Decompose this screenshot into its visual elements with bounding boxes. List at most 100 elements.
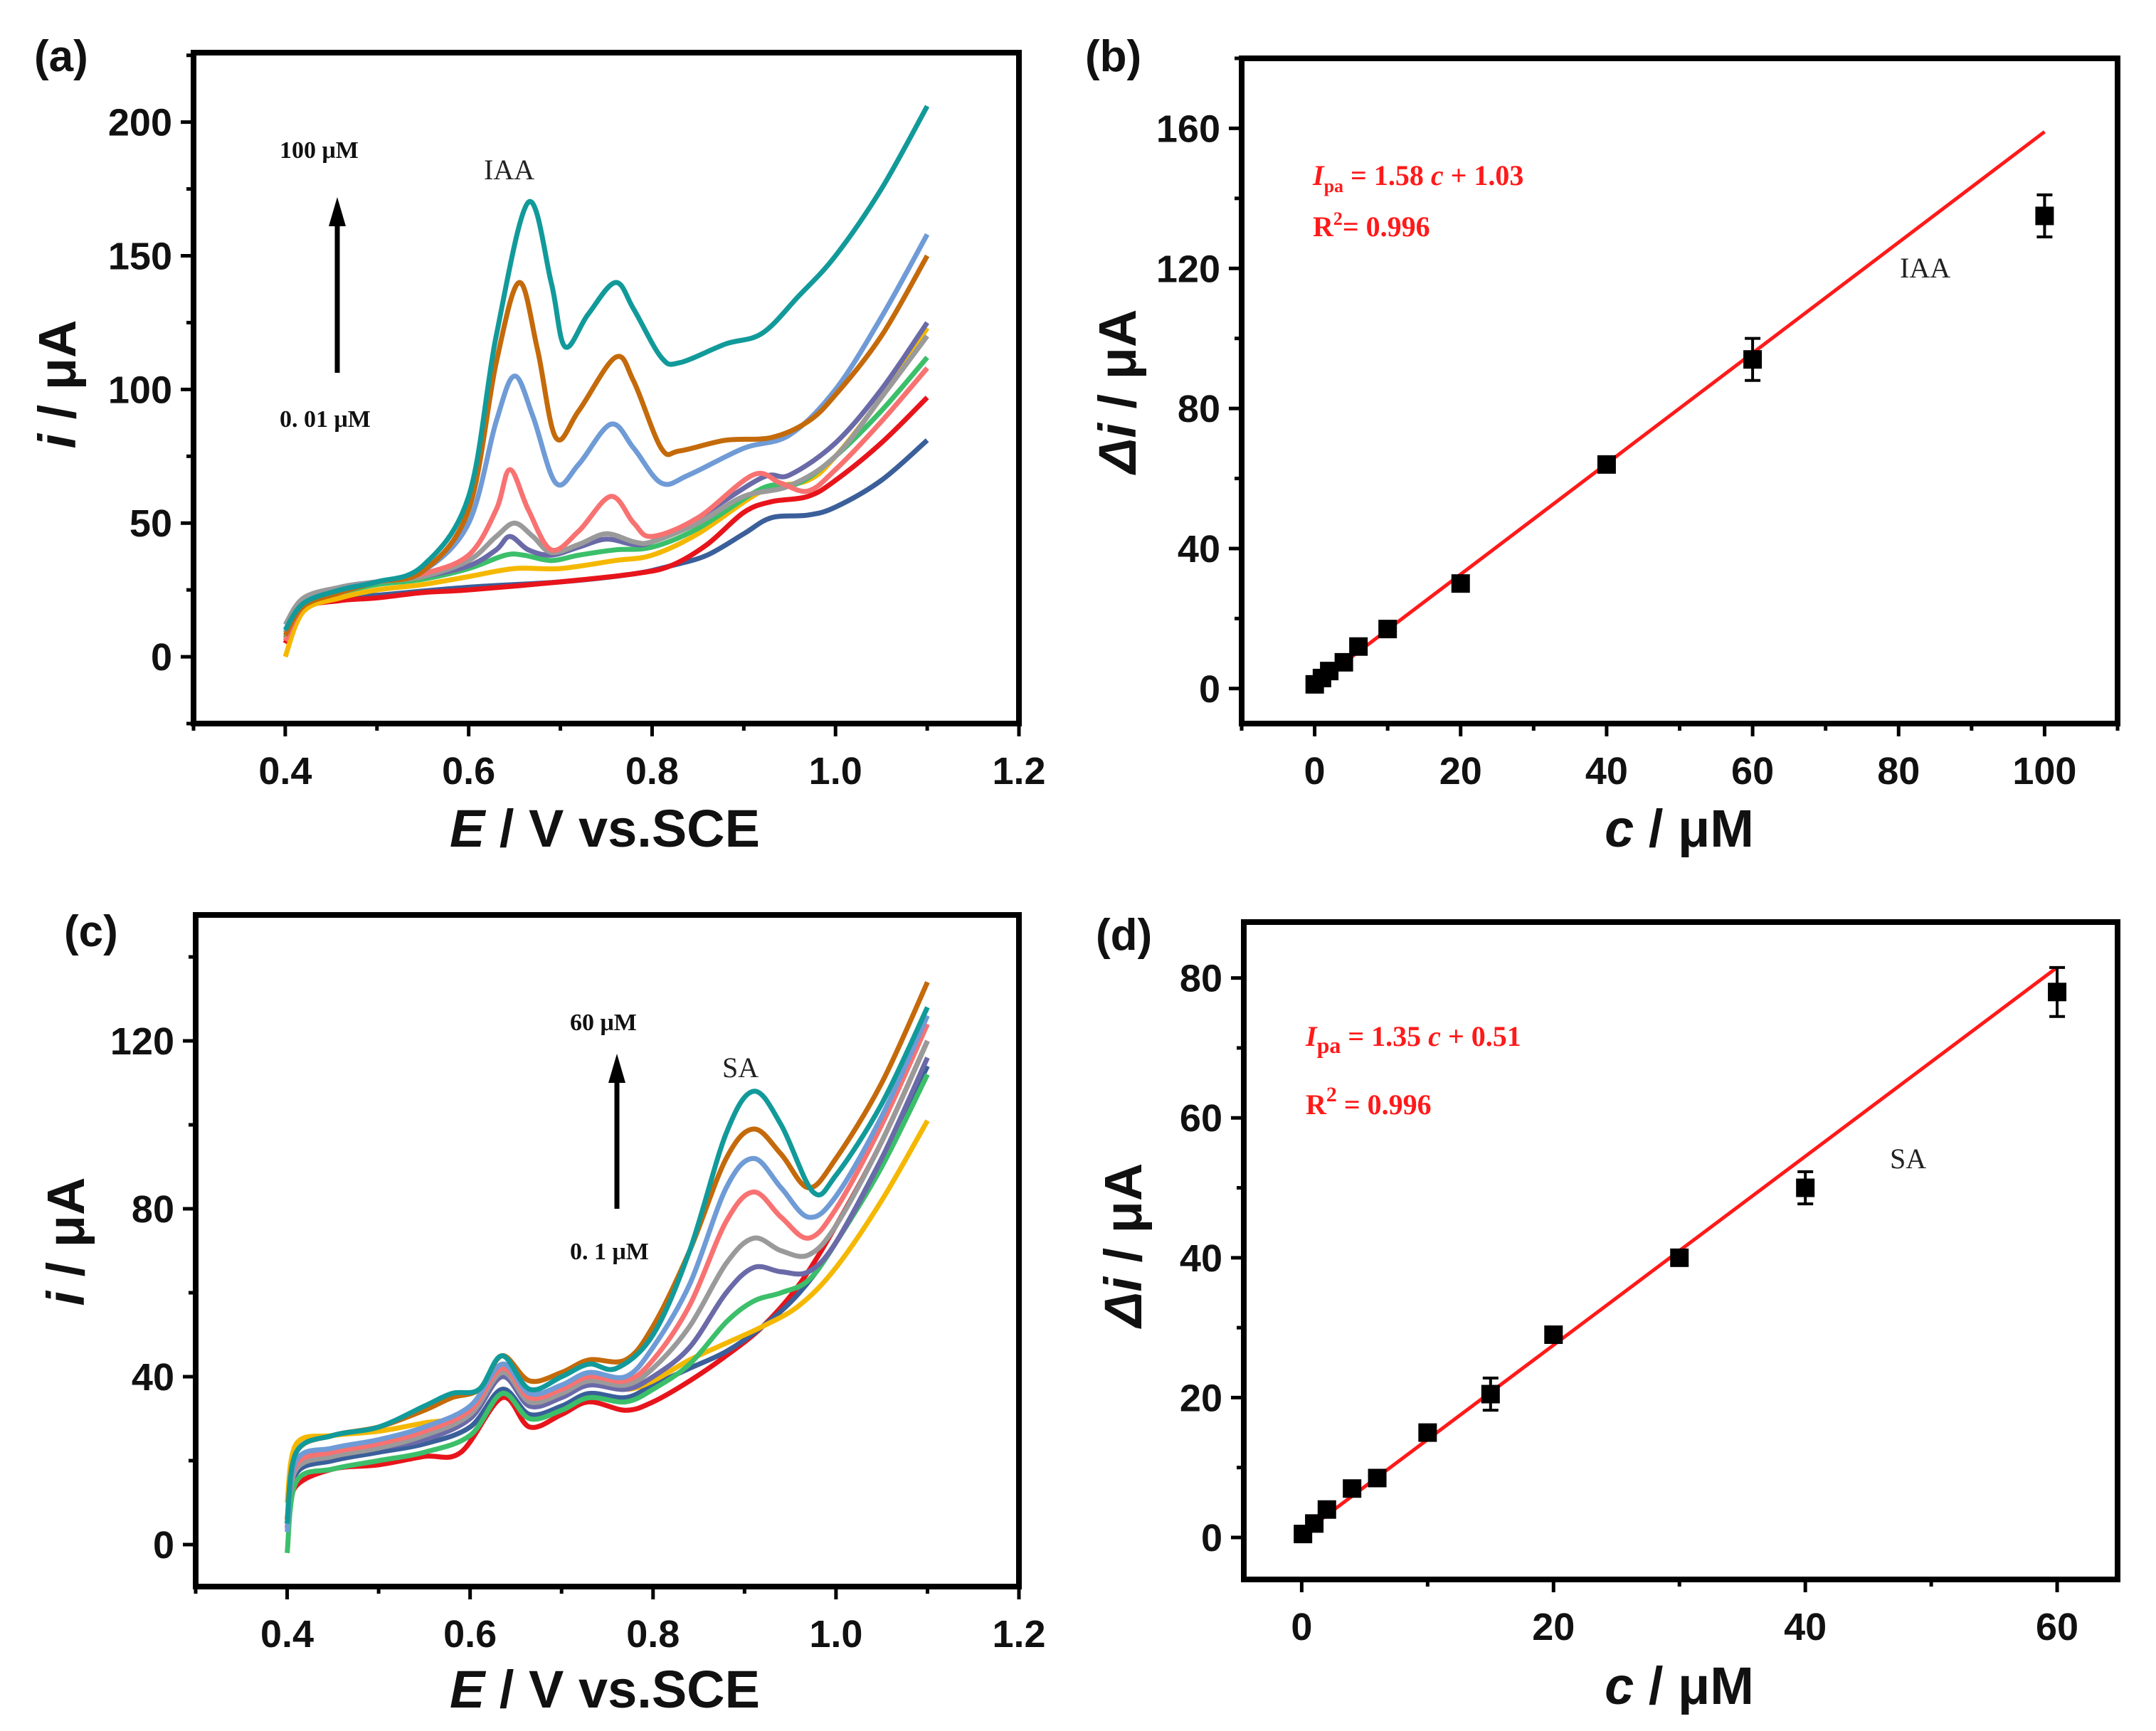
panel-c: 0.4 0.6 0.8 1.0 1.2 0 40 80 120 E / V vs.SCE i / μ… bbox=[36, 907, 1046, 1719]
plot-frame bbox=[1239, 55, 2120, 726]
data-point bbox=[1670, 1248, 1689, 1267]
x-tick-label: 0 bbox=[1304, 750, 1326, 793]
y-tick-label: 20 bbox=[1180, 1377, 1222, 1419]
panel-label: (a) bbox=[34, 32, 88, 81]
concentration-arrow bbox=[329, 197, 346, 373]
annotation-analyte: SA bbox=[722, 1052, 759, 1084]
data-point bbox=[1378, 620, 1397, 639]
y-axis-title: Δi / μA bbox=[1094, 1163, 1153, 1330]
y-tick-label: 40 bbox=[1180, 1237, 1222, 1280]
x-tick-label: 0.4 bbox=[260, 1613, 314, 1656]
cv-curve bbox=[285, 1039, 930, 1525]
annotation-low-concentration: 0. 1 μM bbox=[570, 1239, 649, 1265]
x-tick-label: 1.0 bbox=[809, 1613, 862, 1656]
y-tick-label: 0 bbox=[153, 1524, 174, 1567]
x-tick-label: 1.2 bbox=[992, 750, 1045, 793]
data-point bbox=[1349, 637, 1368, 656]
y-tick-label: 120 bbox=[1156, 248, 1220, 290]
y-tick-label: 80 bbox=[1180, 958, 1222, 1000]
x-tick-label: 60 bbox=[2036, 1606, 2078, 1648]
data-point bbox=[1334, 652, 1353, 672]
data-point bbox=[1481, 1385, 1500, 1404]
concentration-arrow bbox=[608, 1054, 625, 1209]
plot-area: 0 20 40 60 0 20 40 60 80 c / μM Δi / μA bbox=[1094, 919, 2120, 1715]
panel-label: (c) bbox=[64, 907, 118, 956]
y-tick-label: 40 bbox=[1178, 528, 1220, 571]
x-tick-label: 20 bbox=[1439, 750, 1482, 793]
plot-area: 0 20 40 60 80 100 0 40 80 120 160 c / μM Δi / μA bbox=[1088, 55, 2120, 858]
y-tick-label: 50 bbox=[130, 502, 172, 545]
cv-curve bbox=[282, 105, 930, 632]
y-tick-label: 60 bbox=[1180, 1097, 1222, 1140]
fit-equation: Ipa = 1.58 c + 1.03 bbox=[1312, 159, 1523, 196]
y-tick-label: 150 bbox=[108, 235, 172, 278]
x-axis-title: c / μM bbox=[1605, 799, 1754, 858]
cv-curve bbox=[285, 1006, 930, 1524]
x-axis-title: E / V vs.SCE bbox=[450, 799, 760, 858]
cv-curve bbox=[285, 1015, 930, 1533]
data-point bbox=[1418, 1423, 1437, 1442]
x-tick-label: 40 bbox=[1784, 1606, 1827, 1648]
data-point bbox=[1451, 574, 1470, 593]
data-point bbox=[1368, 1468, 1387, 1488]
fit-line bbox=[1314, 130, 2046, 687]
fit-equation: Ipa = 1.35 c + 0.51 bbox=[1305, 1020, 1521, 1058]
y-tick-label: 80 bbox=[132, 1188, 174, 1231]
annotation-analyte: IAA bbox=[1900, 252, 1950, 284]
annotation-high-concentration: 60 μM bbox=[570, 1010, 637, 1036]
plot-frame bbox=[1241, 919, 2120, 1582]
data-point bbox=[1796, 1178, 1815, 1197]
panel-label: (d) bbox=[1096, 911, 1152, 960]
x-tick-label: 1.2 bbox=[992, 1613, 1045, 1656]
cv-curve bbox=[285, 1073, 930, 1554]
x-tick-label: 0.8 bbox=[625, 750, 679, 793]
cv-curve bbox=[285, 1022, 930, 1528]
r-squared: R2 = 0.996 bbox=[1306, 1083, 1432, 1121]
data-point bbox=[1317, 1500, 1336, 1519]
x-axis-title: E / V vs.SCE bbox=[450, 1660, 760, 1719]
panel-a: 0.4 0.6 0.8 1.0 1.2 0 50 100 150 200 E / V vs.SCE i… bbox=[28, 32, 1046, 858]
panel-d: 0 20 40 60 0 20 40 60 80 c / μM Δi / μA (d) Ipa = … bbox=[1094, 911, 2120, 1715]
plot-frame bbox=[191, 50, 1022, 726]
annotation-analyte: IAA bbox=[484, 154, 534, 186]
y-tick-label: 200 bbox=[108, 102, 172, 144]
y-tick-label: 40 bbox=[132, 1356, 174, 1399]
data-point bbox=[1544, 1325, 1563, 1344]
x-tick-label: 100 bbox=[2012, 750, 2076, 793]
panel-label: (b) bbox=[1085, 32, 1141, 81]
annotation-high-concentration: 100 μM bbox=[280, 137, 359, 164]
data-point bbox=[2048, 983, 2067, 1002]
y-tick-label: 0 bbox=[1199, 668, 1220, 711]
x-tick-label: 0.4 bbox=[258, 750, 312, 793]
plot-area: 0.4 0.6 0.8 1.0 1.2 0 50 100 150 200 E / V vs.SCE i… bbox=[28, 50, 1046, 858]
plot-frame bbox=[193, 912, 1022, 1589]
y-tick-label: 80 bbox=[1178, 388, 1220, 430]
y-axis-title: i / μA bbox=[28, 320, 87, 449]
panel-b: 0 20 40 60 80 100 0 40 80 120 160 c / μM Δi / μA (b)… bbox=[1085, 32, 2120, 858]
cv-curve bbox=[282, 396, 929, 645]
x-tick-label: 1.0 bbox=[809, 750, 862, 793]
data-point bbox=[1597, 455, 1616, 474]
data-point bbox=[1743, 350, 1763, 369]
y-tick-label: 160 bbox=[1156, 107, 1220, 150]
y-axis-title: i / μA bbox=[36, 1177, 95, 1306]
y-tick-label: 0 bbox=[151, 636, 172, 679]
y-axis-title: Δi / μA bbox=[1088, 309, 1147, 476]
y-tick-label: 0 bbox=[1201, 1517, 1222, 1560]
annotation-low-concentration: 0. 01 μM bbox=[280, 406, 371, 433]
data-point bbox=[1343, 1479, 1362, 1498]
plot-area: 0.4 0.6 0.8 1.0 1.2 0 40 80 120 E / V vs.SCE i / μ… bbox=[36, 912, 1046, 1719]
cv-curve bbox=[282, 254, 930, 637]
y-tick-label: 100 bbox=[108, 369, 172, 411]
x-tick-label: 80 bbox=[1877, 750, 1920, 793]
x-tick-label: 20 bbox=[1532, 1606, 1575, 1648]
x-tick-label: 40 bbox=[1585, 750, 1628, 793]
x-tick-label: 60 bbox=[1731, 750, 1774, 793]
r-squared: R2= 0.996 bbox=[1313, 208, 1430, 243]
x-tick-label: 0.6 bbox=[443, 1613, 497, 1656]
data-point bbox=[2035, 206, 2054, 226]
x-tick-label: 0.8 bbox=[626, 1613, 680, 1656]
x-axis-title: c / μM bbox=[1605, 1656, 1754, 1715]
annotation-analyte: SA bbox=[1890, 1143, 1926, 1175]
